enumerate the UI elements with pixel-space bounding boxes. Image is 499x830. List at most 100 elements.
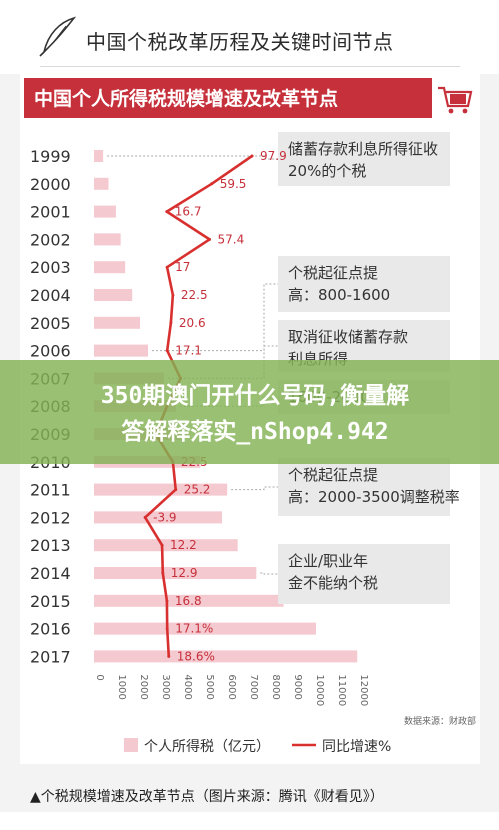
growth-point-2004 (171, 293, 175, 297)
growth-label-2006: 17.1 (175, 344, 202, 358)
growth-point-2001 (165, 210, 169, 214)
annotation-leader-2014 (260, 572, 278, 575)
x-tick-1000: 1000 (116, 674, 127, 699)
annotation-text-2006: 高：800-1600 (288, 286, 390, 304)
x-tick-9000: 9000 (292, 674, 303, 699)
growth-point-2003 (165, 265, 169, 269)
bar-2006 (94, 344, 148, 357)
bar-2000 (94, 177, 109, 190)
growth-point-2016 (165, 627, 169, 631)
bar-2013 (94, 539, 238, 552)
annotation-box-2011 (278, 458, 450, 516)
banner-line-1: 350期澳门开什么号码,衡量解 (100, 383, 410, 409)
growth-label-2012: -3.9 (153, 510, 176, 524)
page-header: 中国个税改革历程及关键时间节点 (0, 0, 499, 74)
bar-2014 (94, 567, 257, 579)
growth-point-2002 (208, 237, 212, 241)
x-tick-7000: 7000 (248, 674, 259, 699)
growth-point-2006 (165, 349, 169, 353)
bar-2005 (94, 316, 141, 329)
annotation-box-2014 (278, 544, 450, 604)
growth-label-2005: 20.6 (179, 316, 206, 330)
year-label-2011: 2011 (30, 481, 71, 500)
annotation-text-2006: 个税起征点提 (288, 264, 378, 282)
growth-label-2004: 22.5 (181, 288, 208, 302)
year-label-2015: 2015 (30, 592, 71, 611)
legend-bar-label: 个人所得税（亿元） (144, 738, 270, 755)
x-tick-0: 0 (94, 674, 105, 680)
growth-point-2017 (167, 654, 171, 658)
growth-point-2005 (169, 321, 173, 325)
growth-point-2011 (174, 488, 178, 492)
header-divider (40, 66, 460, 67)
feather-pen-icon (39, 16, 77, 57)
growth-point-2013 (160, 543, 164, 547)
page-footer (0, 812, 499, 830)
growth-point-2012 (143, 515, 147, 519)
cart-icon (432, 78, 476, 118)
annotation-leader-2011 (231, 486, 278, 491)
legend: 个人所得税（亿元） 同比增速% (124, 738, 391, 755)
bar-2015 (94, 594, 284, 607)
growth-label-2001: 16.7 (175, 205, 202, 219)
chart-title: 中国个人所得税规模增速及改革节点 (34, 87, 338, 110)
growth-label-2000: 59.5 (220, 177, 247, 191)
bar-2001 (94, 205, 116, 218)
source-note: 数据来源：财政部 (404, 715, 476, 727)
chart-title-bar (24, 78, 476, 118)
overlay-banner: 350期澳门开什么号码,衡量解 答解释落实_nShop4.942 (0, 360, 499, 464)
annotation-box-1999 (278, 132, 450, 186)
page-title: 中国个税改革历程及关键时间节点 (86, 30, 394, 54)
annotation-text-2014: 金不能纳个税 (288, 574, 378, 592)
growth-label-2016: 17.1% (175, 622, 213, 636)
bar-2016 (94, 622, 316, 635)
x-tick-12000: 12000 (358, 674, 369, 706)
year-label-2002: 2002 (30, 230, 71, 249)
growth-label-2014: 12.9 (171, 566, 198, 580)
legend-line-label: 同比增速% (322, 739, 391, 755)
annotation-text-2011: 高：2000-3500调整税率 (288, 488, 460, 506)
year-label-2005: 2005 (30, 314, 71, 333)
growth-point-2014 (161, 571, 165, 575)
bar-2002 (94, 233, 121, 246)
year-label-2006: 2006 (30, 342, 71, 361)
year-label-2001: 2001 (30, 203, 71, 222)
x-tick-3000: 3000 (160, 674, 171, 699)
x-tick-6000: 6000 (226, 674, 237, 699)
x-tick-5000: 5000 (204, 674, 215, 699)
bar-2012 (94, 511, 223, 524)
year-label-2016: 2016 (30, 620, 71, 639)
year-label-2003: 2003 (30, 258, 71, 277)
growth-label-2015: 16.8 (175, 594, 202, 608)
year-label-2000: 2000 (30, 175, 71, 194)
growth-label-2003: 17 (175, 260, 190, 274)
year-label-2014: 2014 (30, 564, 71, 583)
bar-2003 (94, 261, 126, 274)
bar-2011 (94, 483, 228, 496)
year-label-2013: 2013 (30, 536, 71, 555)
x-tick-10000: 10000 (314, 674, 325, 706)
year-label-2017: 2017 (30, 647, 71, 666)
growth-label-2011: 25.2 (184, 483, 211, 497)
x-tick-11000: 11000 (336, 674, 347, 706)
annotation-leader-2006 (151, 283, 278, 352)
image-caption: ▲个税规模增速及改革节点（图片来源：腾讯《财看见》） (30, 789, 384, 805)
annotation-text-2007: 取消征收储蓄存款 (288, 328, 408, 346)
x-tick-8000: 8000 (270, 674, 281, 699)
legend-bar-swatch (124, 738, 138, 752)
annotation-text-2014: 企业/职业年 (288, 552, 368, 570)
year-label-2012: 2012 (30, 508, 71, 527)
growth-label-2002: 57.4 (218, 232, 245, 246)
annotation-text-1999: 20%的个税 (288, 162, 366, 180)
year-label-1999: 1999 (30, 147, 71, 166)
annotation-box-2006 (278, 256, 450, 312)
bar-1999 (94, 150, 104, 162)
growth-point-2015 (165, 599, 169, 603)
x-tick-4000: 4000 (182, 674, 193, 699)
banner-line-2: 答解释落实_nShop4.942 (121, 419, 389, 445)
growth-label-2017: 18.6% (177, 649, 215, 663)
growth-label-1999: 97.9 (260, 149, 287, 163)
annotation-text-2011: 个税起征点提 (288, 466, 378, 484)
growth-point-2000 (210, 182, 214, 186)
growth-point-1999 (250, 154, 254, 158)
